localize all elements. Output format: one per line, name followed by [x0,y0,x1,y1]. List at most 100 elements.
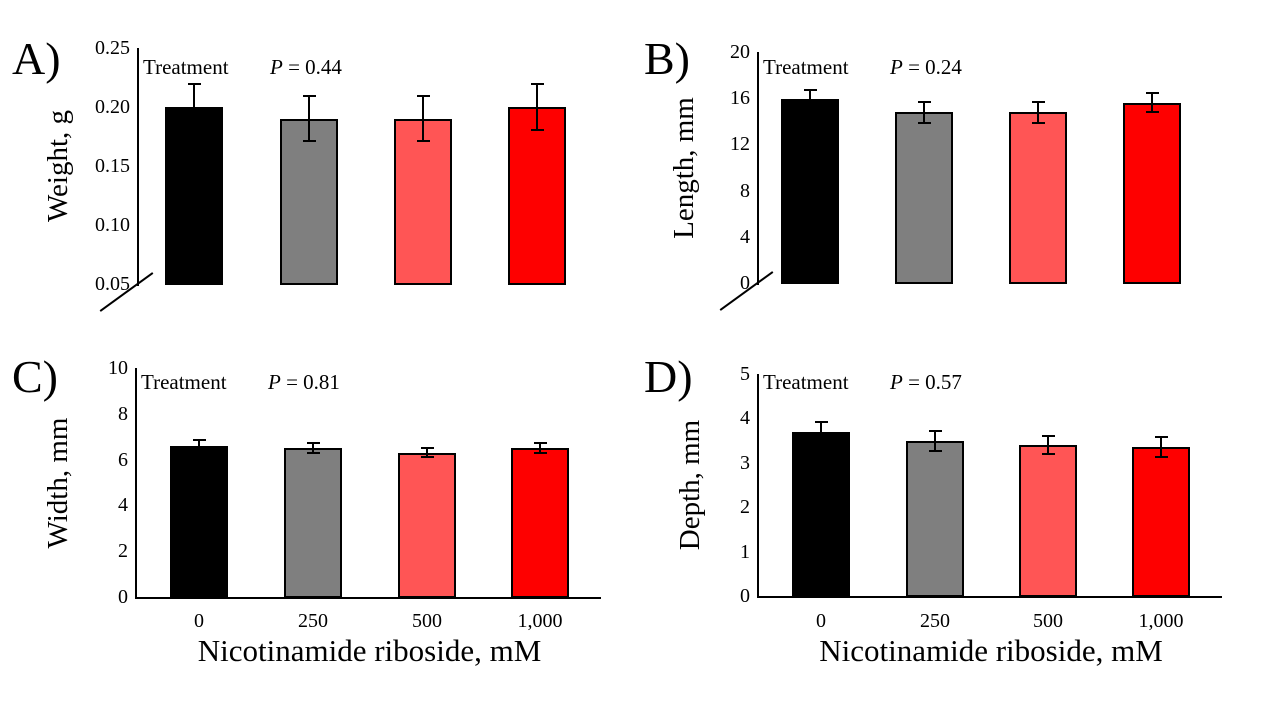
y-axis-line-d [757,374,759,598]
y-tick-label-a: 0.20 [95,96,130,118]
bar-d-1000 [1132,447,1190,597]
error-bar-stem [1047,435,1049,455]
error-bar-stem [820,420,822,443]
y-tick-label-c: 0 [118,586,128,608]
y-tick-label-d: 1 [740,540,750,563]
factor-label-b: Treatment [763,55,849,79]
error-bar-stem [809,88,811,110]
y-tick-label-c: 8 [118,402,128,425]
error-bar-stem [1160,436,1162,459]
y-tick-label-b: 16 [730,87,750,110]
error-bar-cap-top [928,429,942,432]
error-bar-cap-top [192,438,206,441]
p-symbol: P [268,370,281,394]
error-bar-stem [539,442,541,454]
error-bar-cap-bottom [420,456,434,459]
bar-c-1000 [511,448,569,598]
error-bar-stem [193,83,195,131]
x-tick-label-d: 1,000 [1138,610,1184,632]
error-bar-cap-top [420,447,434,449]
p-value-label-c: P = 0.81 [268,369,340,395]
error-bar-cap-top [814,420,828,423]
p-value-text: = 0.81 [286,370,340,394]
error-bar-cap-bottom [1154,456,1168,459]
p-value-label-d: P = 0.57 [890,369,962,395]
error-bar-cap-bottom [533,451,547,454]
bar-c-0 [170,445,228,598]
panel-label-d: D) [644,351,693,402]
y-axis-line-b [757,52,759,285]
bar-a-1000 [508,107,566,285]
y-tick-label-b: 8 [740,179,750,202]
y-tick-label-a: 0.05 [95,273,130,295]
bar-c-500 [398,452,456,598]
x-tick-label-c: 0 [194,610,204,632]
p-value-label-b: P = 0.24 [890,54,962,80]
y-tick-label-d: 3 [740,451,750,474]
error-bar-cap-top [1154,436,1168,439]
x-tick-label-d: 0 [816,610,826,632]
bar-c-250 [284,448,342,598]
y-tick-label-a: 0.25 [95,37,130,59]
error-bar-cap-bottom [803,107,817,110]
error-bar-cap-bottom [416,140,430,143]
error-bar-cap-bottom [530,128,544,131]
p-value-label-a: P = 0.44 [270,54,342,80]
error-bar-stem [198,438,200,453]
error-bar-cap-bottom [187,128,201,131]
bar-b-500 [1009,112,1067,284]
p-symbol: P [890,370,903,394]
factor-label-a: Treatment [143,55,229,79]
y-tick-label-a: 0.15 [95,155,130,177]
error-bar-stem [1151,92,1153,114]
error-bar-cap-bottom [1031,121,1045,124]
x-tick-label-d: 500 [1033,610,1063,632]
x-tick-label-c: 1,000 [517,610,563,632]
error-bar-stem [1037,100,1039,124]
error-bar-stem [308,95,310,143]
error-bar-cap-top [1041,435,1055,438]
y-tick-label-b: 0 [740,272,750,294]
error-bar-cap-bottom [928,449,942,452]
error-bar-cap-bottom [1145,111,1159,114]
error-bar-cap-bottom [306,451,320,454]
bar-d-0 [792,431,850,597]
error-bar-stem [312,442,314,454]
x-axis-title-d: Nicotinamide riboside, mM [819,633,1163,668]
bar-a-0 [165,107,223,285]
x-tick-label-c: 500 [412,610,442,632]
bar-a-500 [394,118,452,285]
y-tick-label-d: 5 [740,363,750,385]
error-bar-cap-top [416,95,430,98]
y-tick-label-a: 0.10 [95,214,130,236]
error-bar-stem [934,429,936,452]
x-tick-label-d: 250 [920,610,950,632]
bar-b-0 [781,99,839,284]
y-axis-line-c [135,368,137,599]
error-bar-cap-top [302,95,316,98]
error-bar-cap-bottom [814,440,828,443]
p-value-text: = 0.57 [908,370,962,394]
error-bar-cap-top [917,100,931,103]
error-bar-cap-top [187,83,201,86]
y-tick-label-d: 2 [740,496,750,519]
p-symbol: P [890,55,903,79]
y-axis-line-a [137,48,139,286]
y-tick-label-d: 0 [740,585,750,607]
error-bar-cap-top [1145,92,1159,95]
y-tick-label-d: 4 [740,407,750,430]
bar-b-1000 [1123,102,1181,284]
y-tick-label-c: 10 [108,357,128,379]
factor-label-d: Treatment [763,370,849,394]
y-tick-label-b: 20 [730,41,750,63]
error-bar-stem [923,100,925,124]
bar-a-250 [280,118,338,285]
error-bar-cap-top [306,442,320,445]
panel-label-b: B) [644,33,690,84]
p-value-text: = 0.44 [288,55,342,79]
bar-b-250 [895,112,953,284]
y-tick-label-c: 6 [118,448,128,471]
x-axis-line-c [135,597,601,599]
error-bar-stem [426,447,428,459]
